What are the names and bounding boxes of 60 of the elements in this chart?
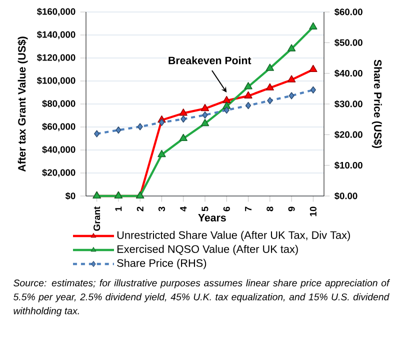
x-tick-label: 2 [136, 206, 144, 212]
x-tick-label: 10 [310, 206, 316, 216]
x-tick-label: 5 [202, 206, 208, 212]
legend-label: Exercised NQSO Value (After UK tax) [117, 244, 298, 256]
point [116, 126, 122, 134]
x-tick-label: 3 [158, 206, 166, 212]
point [309, 64, 318, 72]
y-tick-label: $120,000 [36, 54, 76, 62]
point [287, 44, 296, 52]
point [224, 106, 230, 114]
point [287, 75, 296, 82]
point [180, 115, 186, 123]
y2-tick-label: $20.00 [334, 130, 362, 138]
point [202, 111, 208, 119]
point [179, 108, 188, 116]
legend-label: Share Price (RHS) [117, 258, 206, 270]
point [245, 102, 252, 110]
x-tick-label: 9 [288, 206, 295, 212]
point [267, 97, 273, 104]
y-tick-label: $100,000 [36, 76, 76, 86]
y-tick-label: $40,000 [42, 146, 76, 154]
legend-label: Unrestricted Share Value (After UK Tax, Div Tax) [117, 230, 350, 242]
point [222, 96, 231, 104]
y-tick-label: $160,000 [36, 8, 76, 16]
y2-tick-label: $60.00 [334, 8, 362, 16]
point [266, 64, 274, 71]
point [244, 91, 252, 98]
x-axis-title: Years [198, 214, 226, 222]
y2-axis-title: Share Price (US$) [372, 60, 382, 148]
y2-tick-label: $40.00 [334, 70, 362, 78]
y2-tick-label: $50.00 [334, 38, 362, 46]
y-tick-label: $0 [65, 192, 76, 200]
source-note: Source: estimates; for illustrative purposes assumes linear share price appreciation of 5.5% per year, 2.5% dividend yield, 45% U.K. tax equalization, and 15% U.S. dividend withholding tax. [13, 279, 390, 316]
point [288, 92, 294, 100]
point [158, 150, 166, 158]
y2-tick-label: $30.00 [334, 100, 362, 108]
y-tick-label: $140,000 [36, 30, 76, 40]
x-tick-label: 6 [223, 206, 230, 212]
point [158, 118, 165, 126]
point [137, 123, 143, 130]
y2-tick-label: $10.00 [334, 162, 362, 170]
y2-tick-label: $0.00 [334, 192, 358, 200]
y-tick-label: $80,000 [42, 100, 76, 108]
point [179, 134, 188, 142]
point [244, 82, 252, 90]
annotation: Breakeven Point [168, 56, 252, 64]
point [310, 86, 316, 94]
x-tick-label: 7 [245, 206, 252, 212]
x-tick-label: 1 [115, 206, 122, 211]
x-tick-label: 4 [180, 206, 187, 212]
point [200, 118, 210, 126]
point [94, 130, 100, 138]
x-tick-label: Grant [94, 206, 100, 231]
x-tick-label: 8 [266, 206, 274, 212]
y-tick-label: $20,000 [42, 168, 76, 178]
point [309, 22, 318, 30]
point [266, 83, 274, 90]
y-tick-label: $60,000 [42, 122, 76, 132]
y-axis-title: After tax Grant Value (US$) [18, 36, 28, 172]
point [200, 104, 210, 112]
